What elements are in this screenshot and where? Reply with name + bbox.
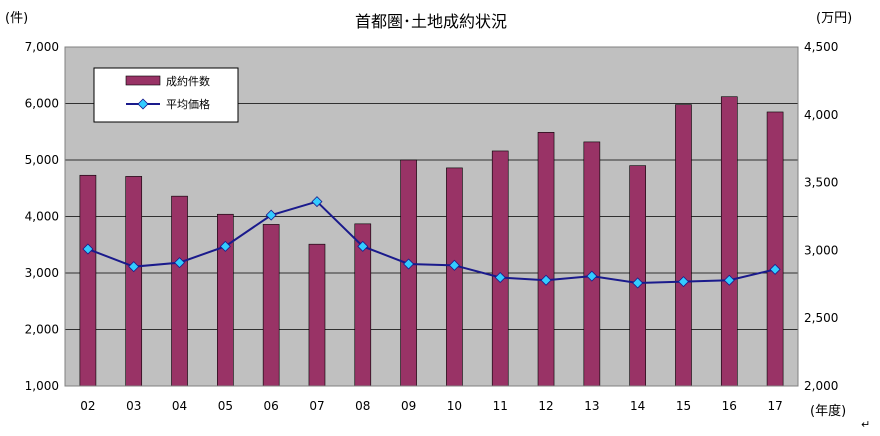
bar [720, 96, 738, 387]
left-axis-tick-label: 6,000 [25, 97, 59, 111]
line-point [265, 209, 277, 221]
plot-border [64, 46, 799, 387]
x-axis-tick-label: 12 [538, 399, 553, 413]
left-axis-tick-label: 4,000 [25, 210, 59, 224]
line-point [769, 263, 781, 275]
right-axis-tick-label: 4,500 [804, 40, 838, 54]
chart-title: 首都圏･土地成約状況 [355, 12, 507, 31]
line-point [723, 274, 735, 286]
x-axis-tick-label: 14 [630, 399, 645, 413]
x-axis-tick-label: 05 [218, 399, 233, 413]
return-mark: ↵ [861, 418, 870, 431]
right-axis-tick-label: 2,000 [804, 379, 838, 393]
right-axis-tick-label: 3,000 [804, 243, 838, 257]
x-axis-tick-label: 17 [767, 399, 782, 413]
legend-label-line: 平均価格 [166, 97, 210, 111]
left-axis-tick-label: 1,000 [25, 379, 59, 393]
bar [491, 150, 509, 387]
left-axis-tick-label: 5,000 [25, 153, 59, 167]
x-axis-tick-label: 16 [722, 399, 737, 413]
x-axis-tick-label: 03 [126, 399, 141, 413]
x-axis-unit: (年度) [810, 403, 846, 419]
left-axis-tick-label: 7,000 [25, 40, 59, 54]
bar [400, 159, 417, 387]
x-axis-tick-label: 02 [80, 399, 95, 413]
x-axis-tick-label: 08 [355, 399, 370, 413]
line-path [87, 200, 776, 284]
x-axis-tick-label: 11 [493, 399, 508, 413]
line-point [174, 257, 186, 269]
bar [308, 243, 326, 387]
left-axis-tick-label: 2,000 [25, 323, 59, 337]
line-point [494, 272, 506, 284]
left-axis-tick-labels: 1,000 2,000 3,000 4,000 5,000 6,000 7,000 [25, 40, 59, 393]
line-point [586, 270, 598, 282]
right-axis-tick-labels: 2,000 2,500 3,000 3,500 4,000 4,500 [804, 40, 838, 393]
line-point [677, 276, 689, 288]
line-series [82, 196, 781, 289]
legend-marker [137, 98, 149, 110]
x-axis-tick-label: 06 [264, 399, 279, 413]
legend: 成約件数 平均価格 [93, 67, 239, 123]
x-axis-tick-labels: 02 03 04 05 06 07 08 09 10 11 12 13 14 15 16 17 [80, 399, 782, 413]
x-axis-tick-label: 09 [401, 399, 416, 413]
legend-box [93, 67, 239, 123]
line-point [357, 240, 369, 252]
bar [675, 104, 692, 387]
x-axis-tick-label: 04 [172, 399, 187, 413]
line-point [311, 196, 323, 208]
x-axis-tick-label: 10 [447, 399, 462, 413]
right-axis-tick-label: 2,500 [804, 311, 838, 325]
bar [583, 141, 601, 387]
line-point [403, 258, 415, 270]
line-point [632, 277, 644, 289]
left-axis-unit: (件) [5, 11, 28, 26]
right-axis-tick-label: 4,000 [804, 108, 838, 122]
x-axis-tick-label: 15 [676, 399, 691, 413]
line-point [540, 274, 552, 286]
right-axis-unit: (万円) [816, 11, 852, 26]
right-axis-tick-label: 3,500 [804, 176, 838, 190]
line-point [82, 243, 94, 255]
x-axis-tick-label: 13 [584, 399, 599, 413]
bar [629, 165, 646, 387]
x-axis-tick-label: 07 [309, 399, 324, 413]
bar [446, 167, 463, 387]
line-point [219, 240, 231, 252]
legend-label-bars: 成約件数 [166, 74, 210, 88]
bar [766, 111, 784, 387]
bar [537, 132, 555, 387]
bar [217, 213, 234, 387]
bar [125, 176, 143, 387]
line-point [448, 259, 460, 271]
left-axis-tick-label: 3,000 [25, 266, 59, 280]
bar [171, 195, 188, 387]
bar [262, 224, 280, 387]
legend-bar-swatch [125, 75, 161, 86]
bar [79, 174, 97, 387]
line-point [128, 261, 140, 273]
